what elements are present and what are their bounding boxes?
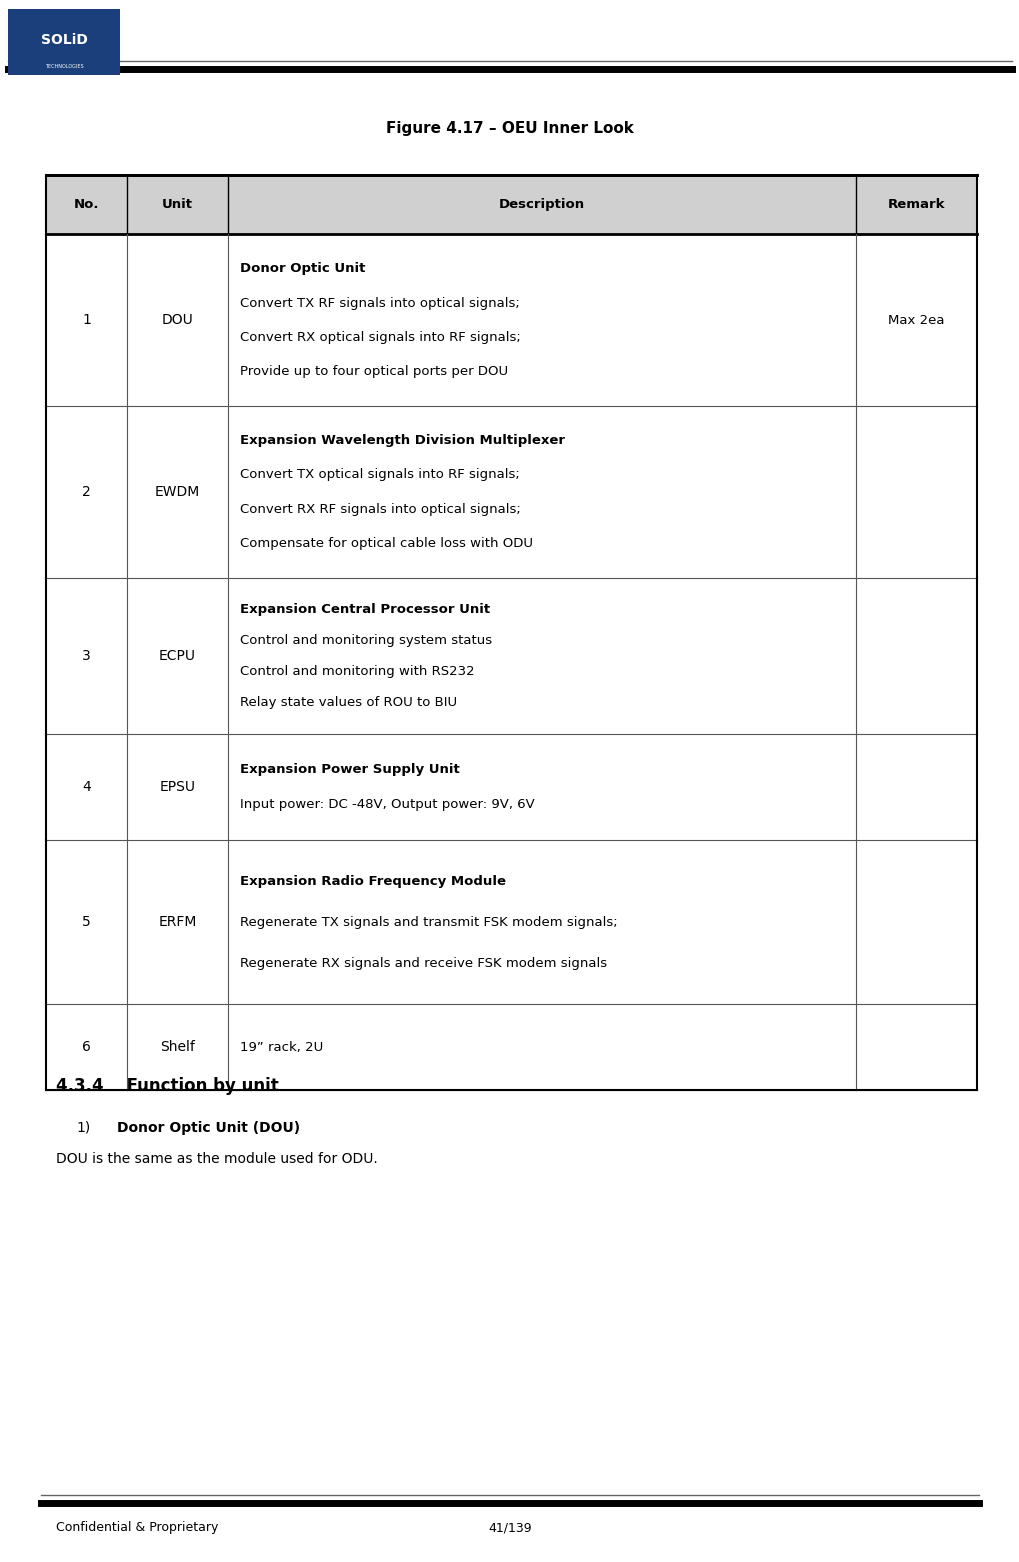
Text: 1: 1 (82, 314, 91, 326)
Text: Expansion Central Processor Unit: Expansion Central Processor Unit (240, 603, 490, 615)
Text: DOU is the same as the module used for ODU.: DOU is the same as the module used for O… (56, 1153, 377, 1165)
Text: EPSU: EPSU (159, 781, 196, 793)
Text: Control and monitoring system status: Control and monitoring system status (240, 634, 492, 647)
Text: Relay state values of ROU to BIU: Relay state values of ROU to BIU (240, 697, 457, 709)
Text: Shelf: Shelf (160, 1040, 195, 1054)
Text: Figure 4.17 – OEU Inner Look: Figure 4.17 – OEU Inner Look (385, 120, 634, 136)
Text: 41/139: 41/139 (488, 1521, 531, 1534)
Text: ECPU: ECPU (159, 650, 196, 662)
Text: 4.3.4    Function by unit: 4.3.4 Function by unit (56, 1076, 278, 1095)
Bar (46, 175, 976, 234)
Text: 6: 6 (82, 1040, 91, 1054)
Text: 19” rack, 2U: 19” rack, 2U (240, 1040, 323, 1054)
Text: 1): 1) (76, 1122, 91, 1134)
Text: Regenerate TX signals and transmit FSK modem signals;: Regenerate TX signals and transmit FSK m… (240, 915, 618, 929)
Text: Unit: Unit (162, 198, 193, 211)
Text: Provide up to four optical ports per DOU: Provide up to four optical ports per DOU (240, 366, 507, 378)
Bar (46, 1004, 976, 1090)
Text: TECHNOLOGIES: TECHNOLOGIES (45, 64, 84, 69)
Bar (46, 234, 976, 406)
Text: ERFM: ERFM (158, 915, 197, 929)
Text: No.: No. (73, 198, 99, 211)
Text: Control and monitoring with RS232: Control and monitoring with RS232 (240, 665, 475, 678)
Text: Expansion Radio Frequency Module: Expansion Radio Frequency Module (240, 875, 505, 887)
Text: Expansion Power Supply Unit: Expansion Power Supply Unit (240, 764, 460, 776)
Text: Expansion Wavelength Division Multiplexer: Expansion Wavelength Division Multiplexe… (240, 434, 565, 447)
Text: Compensate for optical cable loss with ODU: Compensate for optical cable loss with O… (240, 537, 533, 550)
Text: Convert TX optical signals into RF signals;: Convert TX optical signals into RF signa… (240, 469, 520, 481)
Text: 3: 3 (82, 650, 91, 662)
Bar (46, 406, 976, 578)
Text: EWDM: EWDM (155, 486, 200, 498)
Bar (46, 734, 976, 840)
Bar (46, 578, 976, 734)
Text: Convert TX RF signals into optical signals;: Convert TX RF signals into optical signa… (240, 297, 520, 309)
Text: Confidential & Proprietary: Confidential & Proprietary (56, 1521, 218, 1534)
Text: Input power: DC -48V, Output power: 9V, 6V: Input power: DC -48V, Output power: 9V, … (240, 798, 535, 811)
Text: 5: 5 (82, 915, 91, 929)
Bar (8, 9, 120, 75)
Text: Max 2ea: Max 2ea (888, 314, 944, 326)
Text: DOU: DOU (161, 314, 194, 326)
Text: 4: 4 (82, 781, 91, 793)
Text: Convert RX optical signals into RF signals;: Convert RX optical signals into RF signa… (240, 331, 521, 344)
Text: Donor Optic Unit (DOU): Donor Optic Unit (DOU) (117, 1122, 301, 1134)
Text: Regenerate RX signals and receive FSK modem signals: Regenerate RX signals and receive FSK mo… (240, 958, 607, 970)
Text: Description: Description (498, 198, 584, 211)
Text: 2: 2 (82, 486, 91, 498)
Bar (46, 840, 976, 1004)
Text: Remark: Remark (887, 198, 945, 211)
Text: SOLiD: SOLiD (41, 33, 88, 47)
Text: Donor Optic Unit: Donor Optic Unit (240, 262, 366, 275)
Text: Convert RX RF signals into optical signals;: Convert RX RF signals into optical signa… (240, 503, 521, 515)
